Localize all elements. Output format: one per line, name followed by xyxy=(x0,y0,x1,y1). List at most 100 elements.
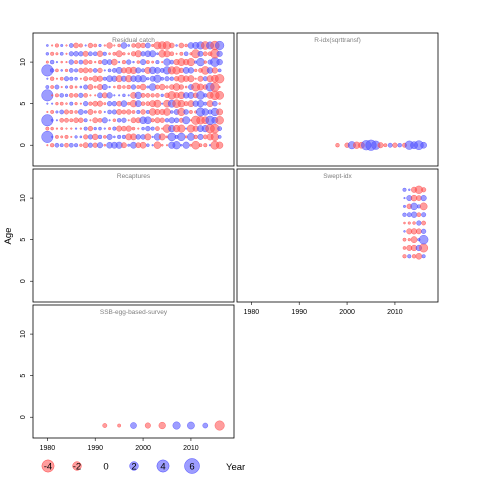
residual-bubble xyxy=(169,76,174,81)
residual-bubble xyxy=(403,197,406,200)
residual-bubble xyxy=(421,212,427,218)
residual-bubble xyxy=(411,254,417,259)
residual-bubble xyxy=(175,44,178,47)
residual-bubble xyxy=(55,77,58,80)
residual-bubble xyxy=(151,135,154,138)
residual-bubble xyxy=(141,126,145,131)
residual-bubble xyxy=(88,76,93,81)
panel-title: Residual catch xyxy=(112,37,155,44)
residual-bubble xyxy=(184,135,188,139)
residual-bubble xyxy=(153,99,162,108)
residual-bubble xyxy=(161,102,164,105)
residual-bubble xyxy=(45,126,50,131)
residual-bubble xyxy=(68,68,74,73)
residual-bubble xyxy=(172,421,181,430)
residual-bubble xyxy=(155,60,160,65)
panel-title: Recaptures xyxy=(117,173,151,180)
residual-bubble xyxy=(186,58,195,67)
residual-bubble xyxy=(50,76,55,81)
residual-bubble xyxy=(140,92,146,98)
residual-bubble xyxy=(406,212,412,218)
residual-bubble xyxy=(79,77,82,80)
residual-bubble xyxy=(197,50,204,57)
residual-bubble xyxy=(59,93,64,98)
residual-bubble xyxy=(111,58,118,66)
residual-bubble xyxy=(419,243,429,253)
residual-bubble xyxy=(218,86,221,89)
residual-bubble xyxy=(161,127,164,130)
residual-bubble xyxy=(121,125,127,132)
residual-bubble xyxy=(145,93,151,98)
residual-bubble xyxy=(73,51,79,57)
residual-bubble xyxy=(55,52,59,56)
residual-bubble xyxy=(118,94,121,97)
residual-bubble xyxy=(169,51,175,57)
residual-bubble xyxy=(196,100,205,108)
residual-bubble xyxy=(182,116,191,125)
residual-bubble xyxy=(136,109,141,114)
residual-bubble xyxy=(121,60,126,65)
residual-bubble xyxy=(177,124,186,133)
residual-bubble xyxy=(155,84,160,90)
residual-bubble xyxy=(73,42,79,49)
residual-bubble xyxy=(51,135,54,138)
residual-bubble xyxy=(134,91,142,99)
residual-bubble xyxy=(149,50,157,58)
residual-bubble xyxy=(93,110,97,114)
panel-frame xyxy=(236,168,439,303)
residual-bubble xyxy=(113,85,116,89)
residual-bubble xyxy=(118,61,121,64)
residual-bubble xyxy=(194,68,198,73)
residual-bubble xyxy=(134,100,142,107)
residual-bubble xyxy=(117,43,121,48)
residual-bubble xyxy=(97,92,103,99)
residual-bubble xyxy=(131,43,136,48)
residual-bubble xyxy=(172,141,181,150)
residual-bubble xyxy=(87,142,93,148)
residual-bubble xyxy=(65,127,68,130)
residual-bubble xyxy=(144,133,152,141)
residual-bubble xyxy=(191,141,200,150)
residual-bubble xyxy=(69,118,74,123)
residual-bubble xyxy=(50,85,54,89)
x-tick-label: 2000 xyxy=(339,309,355,316)
residual-bubble xyxy=(217,135,222,139)
residual-bubble xyxy=(158,133,166,141)
residual-bubble xyxy=(169,59,175,65)
residual-bubble xyxy=(160,76,165,81)
y-tick-label: 10 xyxy=(20,194,27,202)
residual-bubble xyxy=(87,126,94,132)
residual-bubble xyxy=(144,422,151,429)
residual-bubble xyxy=(139,141,147,149)
residual-bubble xyxy=(69,85,74,89)
residual-bubble xyxy=(83,76,89,82)
y-tick-label: 5 xyxy=(20,238,27,242)
residual-bubble xyxy=(136,85,141,89)
y-tick-label: 5 xyxy=(20,102,27,106)
residual-bubble xyxy=(131,126,136,131)
residual-bubble xyxy=(74,102,78,106)
residual-bubble xyxy=(218,102,221,105)
residual-bubble xyxy=(217,68,222,73)
residual-bubble xyxy=(210,132,219,141)
residual-bubble xyxy=(83,110,88,114)
residual-bubble xyxy=(196,57,205,67)
residual-bubble xyxy=(87,134,93,140)
residual-bubble xyxy=(65,52,68,55)
residual-bubble xyxy=(74,60,79,65)
residual-bubble xyxy=(397,143,402,148)
residual-bubble xyxy=(137,127,140,130)
residual-bubble xyxy=(407,238,411,242)
residual-bubble xyxy=(103,102,107,106)
residual-bubble xyxy=(45,85,50,89)
residual-bubble xyxy=(189,110,193,114)
residual-bubble xyxy=(127,143,131,147)
legend-bubble xyxy=(184,458,200,474)
residual-bubble xyxy=(180,144,183,147)
residual-bubble xyxy=(74,85,78,89)
residual-bubble xyxy=(98,43,102,48)
residual-bubble xyxy=(203,101,208,106)
residual-bubble xyxy=(140,42,146,49)
residual-bubble xyxy=(179,51,184,56)
residual-bubble xyxy=(160,93,164,97)
